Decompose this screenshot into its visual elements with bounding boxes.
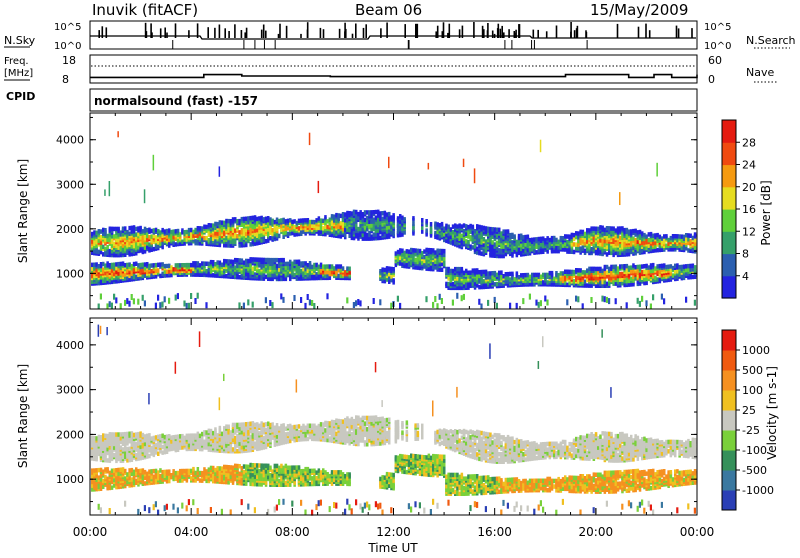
ytick-label: 2000	[56, 428, 84, 441]
colorbar-tick: -500	[742, 464, 767, 477]
nsky-label: N.Sky	[4, 34, 36, 47]
colorbar-tick: 100	[742, 384, 763, 397]
ytick-label: 3000	[56, 384, 84, 397]
cpid-label: CPID	[6, 90, 35, 103]
freq-tick-bottom: 8	[62, 73, 69, 86]
colorbar-swatch	[722, 231, 736, 254]
velocity-ylabel: Slant Range [km]	[16, 364, 30, 468]
colorbar-swatch	[722, 254, 736, 277]
xtick-label: 04:00	[174, 525, 209, 539]
colorbar-tick: 8	[742, 248, 749, 261]
station-title: Inuvik (fitACF)	[92, 1, 198, 19]
colorbar-swatch	[722, 209, 736, 232]
freq-tick-top: 18	[62, 54, 76, 67]
colorbar-swatch	[722, 276, 736, 299]
nsky-tick-top: 10^5	[54, 22, 81, 33]
colorbar-tick: 28	[742, 136, 756, 149]
power-echo-layer	[91, 131, 696, 309]
freq-panel-frame	[90, 55, 697, 83]
colorbar-tick: -25	[742, 424, 760, 437]
xtick-label: 16:00	[477, 525, 512, 539]
velocity-colorbar-label: Velocity [m s-1]	[765, 366, 779, 460]
nave-label: Nave	[746, 66, 774, 79]
xtick-label: 20:00	[579, 525, 614, 539]
nsearch-tick-bottom: 10^0	[704, 41, 731, 52]
x-axis-label: Time UT	[367, 541, 418, 554]
colorbar-swatch	[722, 430, 736, 451]
colorbar-tick: 12	[742, 225, 756, 238]
ytick-label: 2000	[56, 223, 84, 236]
colorbar-swatch	[722, 187, 736, 210]
power-colorbar: 4 8 12 16 20 24 28	[722, 120, 756, 299]
colorbar-swatch	[722, 142, 736, 165]
colorbar-swatch	[722, 165, 736, 188]
x-tick-labels: 00:00 04:00 08:00 12:00 16:00 20:00 00:00	[73, 525, 715, 539]
velocity-echo-layer	[91, 325, 696, 516]
colorbar-swatch	[722, 490, 736, 511]
colorbar-swatch	[722, 330, 736, 351]
colorbar-tick: 20	[742, 181, 756, 194]
freq-label-line2: [MHz]	[4, 68, 33, 79]
date-title: 15/May/2009	[590, 1, 688, 19]
freq-trace	[90, 75, 697, 78]
nave-tick-top: 60	[708, 54, 722, 67]
colorbar-tick: 25	[742, 404, 756, 417]
colorbar-tick: 24	[742, 159, 756, 172]
colorbar-swatch	[722, 370, 736, 391]
ytick-label: 4000	[56, 339, 84, 352]
colorbar-tick: -1000	[742, 484, 774, 497]
colorbar-swatch	[722, 410, 736, 431]
ytick-label: 4000	[56, 134, 84, 147]
colorbar-tick: 500	[742, 364, 763, 377]
xtick-label: 00:00	[680, 525, 715, 539]
colorbar-swatch	[722, 450, 736, 471]
nave-tick-bottom: 0	[708, 73, 715, 86]
colorbar-tick: 4	[742, 270, 749, 283]
cpid-text: normalsound (fast) -157	[94, 94, 258, 108]
power-ylabel: Slant Range [km]	[16, 159, 30, 263]
power-colorbar-label: Power [dB]	[759, 180, 773, 245]
colorbar-tick: 16	[742, 203, 756, 216]
ytick-label: 1000	[56, 267, 84, 280]
beam-title: Beam 06	[355, 1, 422, 19]
colorbar-tick: 1000	[742, 344, 770, 357]
freq-label-line1: Freq.	[4, 56, 29, 67]
nsky-panel-frame	[90, 21, 697, 49]
nsearch-tick-top: 10^5	[704, 22, 731, 33]
colorbar-tick: -100	[742, 444, 767, 457]
colorbar-swatch	[722, 390, 736, 411]
colorbar-swatch	[722, 350, 736, 371]
nsearch-label: N.Search	[746, 34, 796, 47]
colorbar-swatch	[722, 120, 736, 143]
xtick-label: 12:00	[376, 525, 411, 539]
ytick-label: 3000	[56, 178, 84, 191]
xtick-label: 08:00	[275, 525, 310, 539]
nsky-trace	[90, 22, 696, 49]
ytick-label: 1000	[56, 473, 84, 486]
xtick-label: 00:00	[73, 525, 108, 539]
nsky-tick-bottom: 10^0	[54, 41, 81, 52]
colorbar-swatch	[722, 470, 736, 491]
